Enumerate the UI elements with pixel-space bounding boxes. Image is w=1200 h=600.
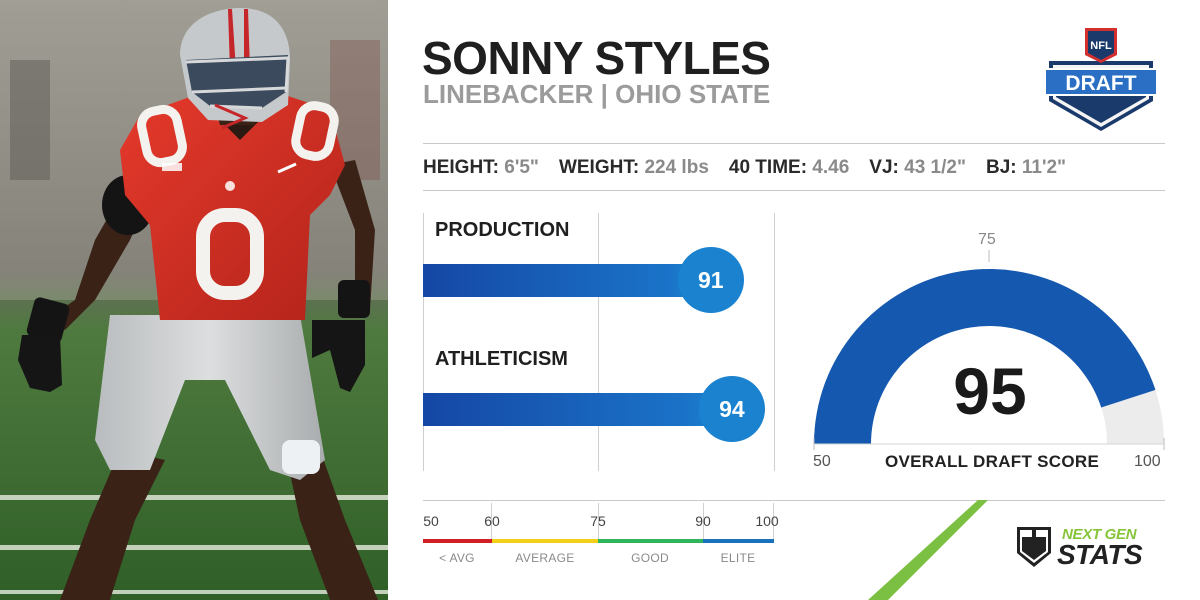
nfl-draft-logo: DRAFT NFL xyxy=(1044,28,1158,131)
gauge-title: OVERALL DRAFT SCORE xyxy=(885,452,1100,471)
player-photo-illustration xyxy=(0,0,388,600)
scale-label-75: 75 xyxy=(590,513,606,529)
scale-segment-elite xyxy=(703,539,774,543)
nfl-shield-icon xyxy=(1017,527,1051,567)
measurements-divider xyxy=(423,190,1165,191)
scale-label-100: 100 xyxy=(755,513,779,529)
scale-tick-60 xyxy=(491,503,492,539)
measure-weight: WEIGHT: 224 lbs xyxy=(559,157,709,179)
forty-label: 40 TIME: xyxy=(728,157,808,178)
next-gen-label: NEXT GEN xyxy=(1062,526,1137,543)
forty-value: 4.46 xyxy=(812,157,850,178)
gridline-100 xyxy=(774,213,775,471)
scale-tick-75 xyxy=(598,503,599,539)
weight-label: WEIGHT: xyxy=(558,157,640,178)
scale-tick-90 xyxy=(703,503,704,539)
measurements-row: HEIGHT: 6'5" WEIGHT: 224 lbs 40 TIME: 4.… xyxy=(423,155,1086,181)
header-divider xyxy=(423,143,1165,144)
gauge-mid-label: 75 xyxy=(978,231,996,248)
measure-vertical-jump: VJ: 43 1/2" xyxy=(869,157,966,179)
player-name: SONNY STYLES xyxy=(422,32,771,84)
scale-category-good: GOOD xyxy=(631,551,669,565)
athleticism-score-badge: 94 xyxy=(698,376,765,442)
stats-label: STATS xyxy=(1057,539,1143,570)
gridline-75 xyxy=(598,213,599,471)
broad-jump-value: 11'2" xyxy=(1021,157,1067,178)
measure-forty: 40 TIME: 4.46 xyxy=(729,157,849,179)
scale-category-average: AVERAGE xyxy=(515,551,575,565)
player-photo xyxy=(0,0,388,600)
scale-tick-100 xyxy=(773,503,774,539)
gauge-fill xyxy=(814,269,1156,444)
scale-label-90: 90 xyxy=(695,513,711,529)
production-bar xyxy=(423,264,711,297)
athleticism-bar xyxy=(423,393,732,426)
vertical-jump-label: VJ: xyxy=(869,157,899,178)
height-label: HEIGHT: xyxy=(423,157,499,178)
gauge-max-label: 100 xyxy=(1134,453,1161,470)
broad-jump-label: BJ: xyxy=(985,157,1017,178)
measure-broad-jump: BJ: 11'2" xyxy=(986,157,1066,179)
gauge-min-label: 50 xyxy=(813,453,831,470)
scale-category-below-avg: < AVG xyxy=(439,551,475,565)
overall-score-value: 95 xyxy=(953,354,1027,428)
scale-category-elite: ELITE xyxy=(720,551,756,565)
gridline-50 xyxy=(423,213,424,471)
green-accent-stripe xyxy=(868,500,988,600)
production-score-badge: 91 xyxy=(677,247,744,313)
measure-height: HEIGHT: 6'5" xyxy=(423,157,539,179)
scale-label-50: 50 xyxy=(423,513,439,529)
vertical-jump-value: 43 1/2" xyxy=(904,157,966,178)
height-value: 6'5" xyxy=(504,157,539,178)
production-label: PRODUCTION xyxy=(435,219,570,241)
scale-segment-below-avg xyxy=(423,539,492,543)
scale-segment-average xyxy=(492,539,598,543)
player-position-school: LINEBACKER | OHIO STATE xyxy=(423,79,771,109)
scale-divider xyxy=(423,500,1165,501)
scale-label-60: 60 xyxy=(484,513,500,529)
draft-banner-text: DRAFT xyxy=(1065,72,1136,95)
nfl-badge-text: NFL xyxy=(1090,40,1112,52)
weight-value: 224 lbs xyxy=(644,157,709,178)
overall-score-gauge xyxy=(813,250,1165,450)
athleticism-label: ATHLETICISM xyxy=(435,348,568,370)
scale-segment-good xyxy=(598,539,703,543)
